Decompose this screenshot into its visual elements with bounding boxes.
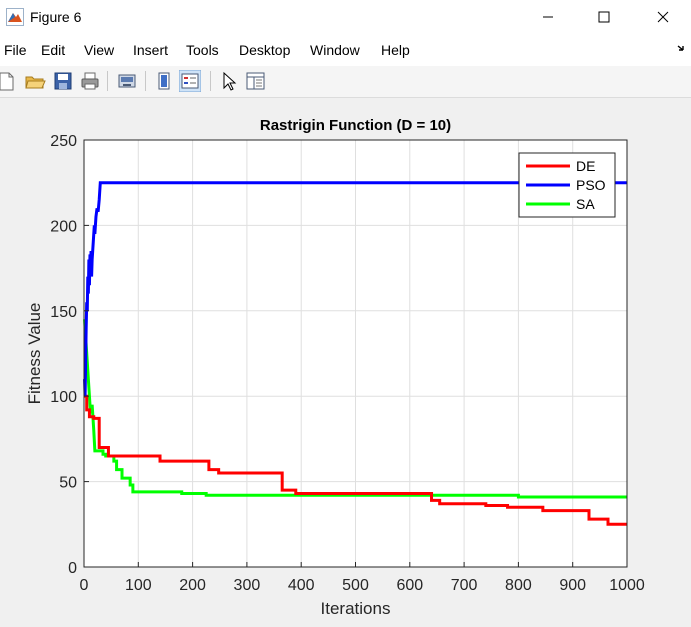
menu-desktop[interactable]: Desktop bbox=[239, 42, 291, 58]
y-tick-label: 0 bbox=[68, 560, 77, 577]
y-tick-label: 250 bbox=[50, 133, 77, 150]
series-line-sa bbox=[83, 319, 627, 499]
x-tick-label: 600 bbox=[396, 577, 423, 594]
maximize-button[interactable] bbox=[581, 0, 627, 34]
x-tick-label: 700 bbox=[451, 577, 478, 594]
maximize-icon bbox=[598, 11, 610, 23]
menu-edit[interactable]: Edit bbox=[41, 42, 66, 58]
x-tick-label: 100 bbox=[125, 577, 152, 594]
open-file-icon[interactable] bbox=[24, 70, 46, 92]
window-titlebar: Figure 6 bbox=[0, 0, 691, 34]
menu-tools[interactable]: Tools bbox=[186, 42, 219, 58]
menu-help[interactable]: Help bbox=[381, 42, 410, 58]
series-line-de bbox=[84, 394, 627, 526]
menu-window[interactable]: Window bbox=[310, 42, 360, 58]
series-layer bbox=[83, 181, 627, 526]
window-title: Figure 6 bbox=[30, 9, 82, 25]
legend-label-sa: SA bbox=[576, 196, 595, 212]
menu-file[interactable]: File bbox=[4, 42, 27, 58]
legend-label-de: DE bbox=[576, 158, 595, 174]
toolbar-separator bbox=[107, 71, 108, 91]
x-axis-label: Iterations bbox=[321, 599, 391, 618]
series-line-pso bbox=[83, 181, 627, 397]
x-tick-label: 0 bbox=[80, 577, 89, 594]
colorbar-icon[interactable] bbox=[153, 70, 175, 92]
y-tick-label: 100 bbox=[50, 389, 77, 406]
chart-title: Rastrigin Function (D = 10) bbox=[260, 117, 451, 134]
x-tick-label: 800 bbox=[505, 577, 532, 594]
x-tick-label: 900 bbox=[559, 577, 586, 594]
menu-insert[interactable]: Insert bbox=[133, 42, 169, 58]
property-inspector-icon[interactable] bbox=[244, 70, 266, 92]
y-axis-label: Fitness Value bbox=[25, 303, 44, 405]
export-icon[interactable] bbox=[116, 70, 138, 92]
new-figure-icon[interactable] bbox=[0, 70, 16, 92]
chart: 0 100 200 300 400 500 600 700 800 900 1000 0 50 100 15… bbox=[25, 117, 645, 618]
menu-view[interactable]: View bbox=[84, 42, 115, 58]
print-icon[interactable] bbox=[79, 70, 101, 92]
matlab-app-icon bbox=[6, 8, 24, 26]
y-tick-label: 50 bbox=[59, 475, 77, 492]
toolbar-separator bbox=[145, 71, 146, 91]
y-tick-label: 200 bbox=[50, 218, 77, 235]
figure-area: 0 100 200 300 400 500 600 700 800 900 1000 0 50 100 15… bbox=[0, 98, 691, 622]
x-tick-label: 200 bbox=[179, 577, 206, 594]
close-icon bbox=[657, 11, 669, 23]
x-tick-label: 500 bbox=[342, 577, 369, 594]
menu-bar: File Edit View Insert Tools Desktop Wind… bbox=[0, 34, 691, 67]
toolbar-separator bbox=[210, 71, 211, 91]
x-tick-label: 400 bbox=[288, 577, 315, 594]
pointer-icon[interactable] bbox=[218, 70, 240, 92]
legend-label-pso: PSO bbox=[576, 177, 606, 193]
figure-toolbar bbox=[0, 66, 691, 98]
minimize-button[interactable] bbox=[525, 0, 571, 34]
axis-ticks: 0 100 200 300 400 500 600 700 800 900 1000 0 50 100 15… bbox=[50, 133, 645, 594]
x-tick-label: 1000 bbox=[609, 577, 645, 594]
minimize-icon bbox=[543, 16, 553, 18]
y-tick-label: 150 bbox=[50, 304, 77, 321]
legend[interactable]: DE PSO SA bbox=[518, 152, 616, 218]
legend-icon[interactable] bbox=[179, 70, 201, 92]
save-icon[interactable] bbox=[52, 70, 74, 92]
x-tick-label: 300 bbox=[234, 577, 261, 594]
dock-arrow-icon[interactable] bbox=[677, 44, 687, 54]
close-button[interactable] bbox=[640, 0, 686, 34]
